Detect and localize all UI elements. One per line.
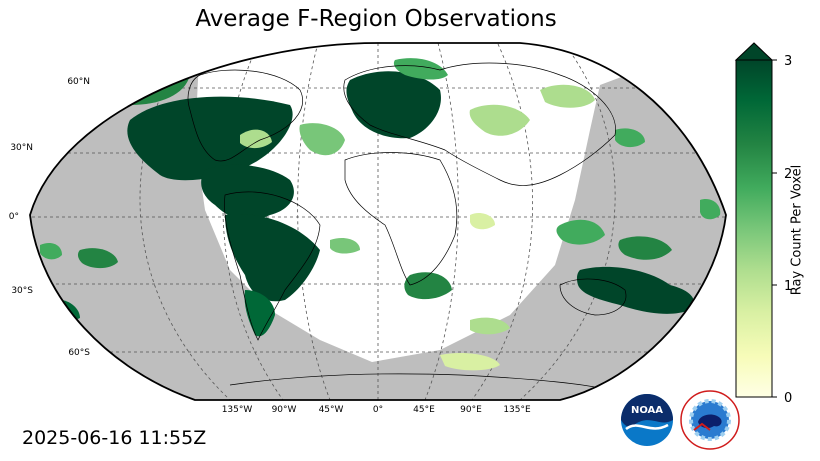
lon-label-0: 0° [373,405,383,415]
map-body [30,43,726,400]
colorbar-gradient [735,59,773,398]
colorbar-tick-1: 1 [784,279,792,294]
timestamp: 2025-06-16 11:55Z [22,427,207,449]
colorbar-tick-2: 2 [784,167,792,182]
lon-label-135e: 135°E [503,405,531,415]
colorbar: 0 1 2 3 [734,42,792,406]
lat-label-60s: 60°S [68,348,90,358]
lon-label-90w: 90°W [272,405,297,415]
nws-logo [680,390,740,450]
colorbar-tick-3: 3 [784,54,792,69]
noaa-logo-text: NOAA [631,405,663,416]
lat-label-0: 0° [9,212,19,222]
lat-label-60n: 60°N [67,77,90,87]
colorbar-tick-0: 0 [784,391,792,406]
lat-label-30s: 30°S [11,286,33,296]
globe-outline [29,42,727,401]
colorbar-label: Ray Count Per Voxel [789,164,805,296]
lat-label-30n: 30°N [10,143,33,153]
night-shading-west [30,43,372,400]
lon-label-45w: 45°W [319,405,344,415]
colorbar-extend-arrow [734,42,774,61]
lon-label-45e: 45°E [413,405,435,415]
coastlines [187,62,627,389]
noaa-logo: NOAA [621,394,673,446]
lon-label-90e: 90°E [460,405,482,415]
map-title: Average F-Region Observations [195,6,557,32]
night-shading-east [372,43,726,400]
lon-label-135w: 135°W [222,405,253,415]
